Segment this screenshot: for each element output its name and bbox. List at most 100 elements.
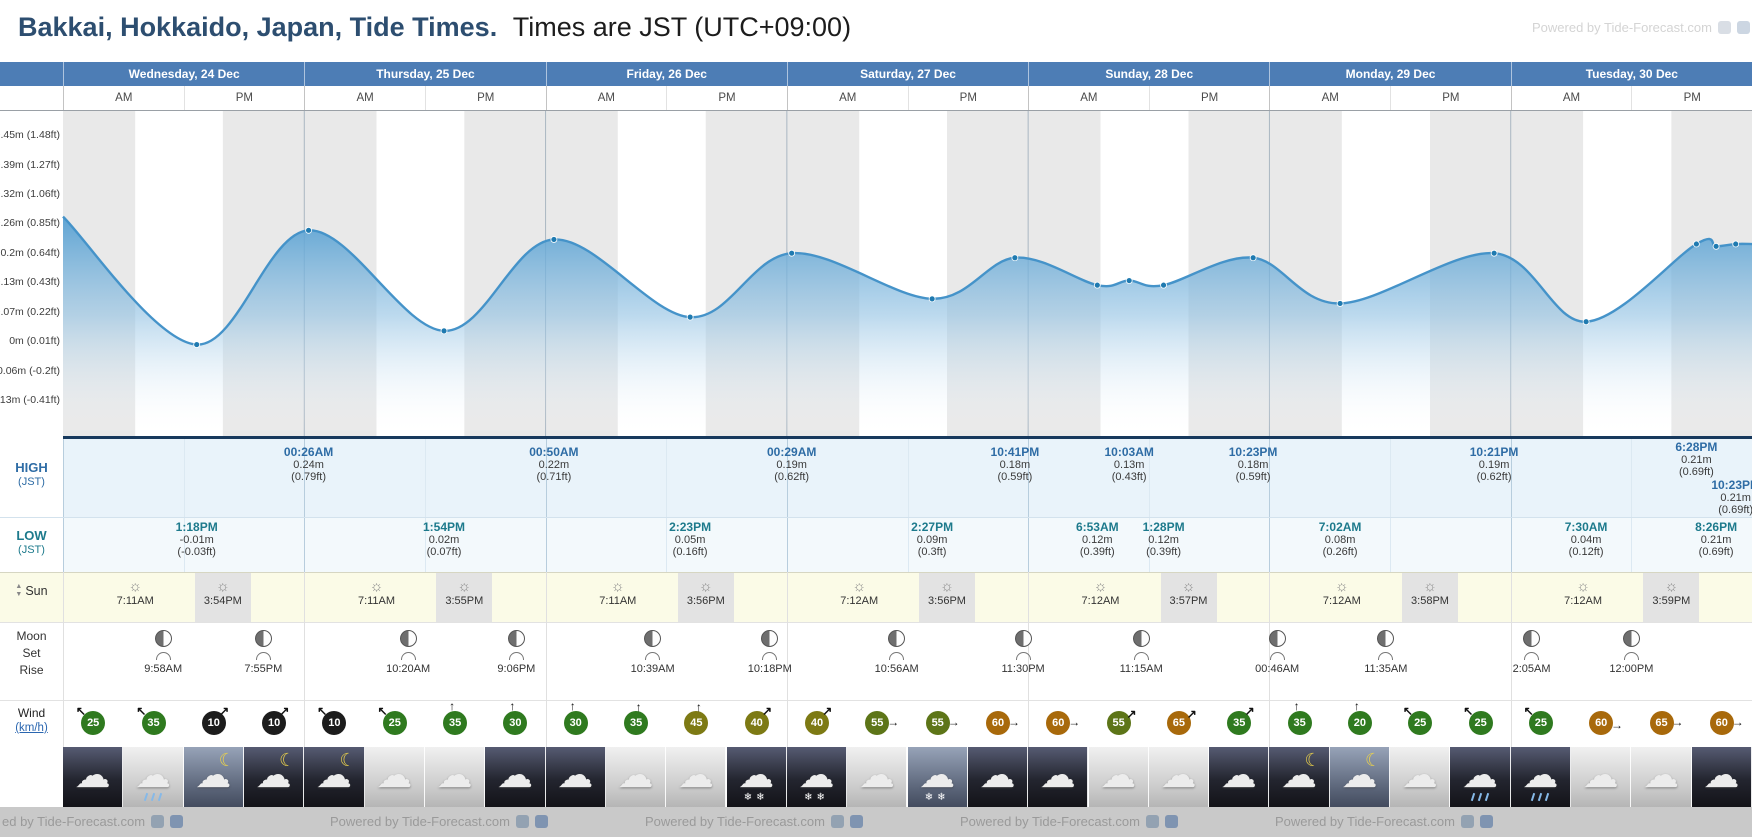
rain-drops-icon xyxy=(143,792,163,802)
ampm-row: AM PM AM PM AM PM AM PM AM PM AM PM AM PM xyxy=(0,86,1752,111)
cloud-icon: ☁ xyxy=(1341,753,1378,795)
cloud-icon: ☁ xyxy=(1582,753,1619,795)
cloud-icon: ☁ xyxy=(979,753,1016,795)
powered-by-footer: Powered by Tide-Forecast.com xyxy=(1275,814,1493,829)
weather-cell-moon-cloud: ☾ ☁ xyxy=(1329,747,1391,807)
cloud-icon: ☁ xyxy=(919,753,956,795)
day-header-6: Monday, 29 Dec xyxy=(1269,62,1510,86)
halfday-label-pm: PM xyxy=(1390,86,1511,110)
cloud-icon: ☁ xyxy=(74,753,111,795)
halfday-label-pm: PM xyxy=(907,86,1029,110)
sun-row-label: ▲ ▼ Sun xyxy=(0,583,63,599)
rain-drop xyxy=(1538,792,1543,802)
rain-drop xyxy=(143,792,149,802)
rain-drop xyxy=(157,792,163,802)
cloud-icon: ☁ xyxy=(1220,753,1257,795)
badge-icon xyxy=(170,815,184,828)
low-label-tz: (JST) xyxy=(18,544,45,556)
y-axis-label: -0.06m (-0.2ft) xyxy=(0,364,60,377)
cloud-icon: ☁ xyxy=(195,753,232,795)
cloud-icon: ☁ xyxy=(376,753,413,795)
cloud-icon: ☁ xyxy=(858,753,895,795)
halfday-label-am: AM xyxy=(1510,86,1632,110)
badge-icon xyxy=(1164,815,1178,828)
footer: ed by Tide-Forecast.com Powered by Tide-F… xyxy=(0,807,1752,837)
cloud-icon: ☁ xyxy=(1462,753,1499,795)
cloud-icon: ☁ xyxy=(1643,753,1680,795)
cloud-icon: ☁ xyxy=(1281,753,1318,795)
moon-row xyxy=(0,622,1752,700)
cloud-icon: ☁ xyxy=(134,753,171,795)
weather-cell-cloud: ☁ xyxy=(63,747,124,807)
cloud-icon: ☁ xyxy=(1703,753,1740,795)
weather-cell-cloud: ☁ xyxy=(666,747,727,807)
halfday-label-am: AM xyxy=(786,86,908,110)
powered-by-text: Powered by Tide-Forecast.com xyxy=(1532,20,1712,35)
page-title-location: Bakkai, Hokkaido, Japan, Tide Times. xyxy=(18,12,498,42)
weather-cell-cloud: ☁ xyxy=(847,747,908,807)
moonset-label-text: Set xyxy=(22,646,41,660)
weather-cell-cloud: ☁ xyxy=(1691,747,1752,807)
cloud-icon: ☁ xyxy=(1100,753,1137,795)
badge-icon xyxy=(1736,21,1750,34)
high-label-text: HIGH xyxy=(15,460,48,475)
snowflakes-icon: ❄❄ xyxy=(804,792,829,803)
badge-icon xyxy=(1479,815,1493,828)
powered-by-footer: Powered by Tide-Forecast.com xyxy=(645,814,863,829)
y-axis-label: 0.13m (0.43ft) xyxy=(0,276,60,289)
y-axis-label: 0.32m (1.06ft) xyxy=(0,187,60,200)
moonrise-label-text: Rise xyxy=(19,663,44,677)
moon-icon: ☾ xyxy=(1364,750,1382,770)
weather-cell-snow: ☁ ❄❄ xyxy=(786,747,848,807)
sun-row xyxy=(0,572,1752,622)
cloud-icon: ☁ xyxy=(798,753,835,795)
moon-icon: ☾ xyxy=(339,750,356,770)
rain-drop xyxy=(1545,792,1550,802)
low-label-text: LOW xyxy=(16,528,47,543)
y-axis-label: 0.26m (0.85ft) xyxy=(0,217,60,230)
y-axis-label: 0.07m (0.22ft) xyxy=(0,305,60,318)
halfday-label-am: AM xyxy=(1028,86,1149,110)
page-title: Bakkai, Hokkaido, Japan, Tide Times. Tim… xyxy=(18,12,851,43)
y-axis-label: 0.2m (0.64ft) xyxy=(0,246,60,259)
low-tide-band xyxy=(63,517,1752,572)
cloud-icon: ☁ xyxy=(617,753,654,795)
day-header-2: Thursday, 25 Dec xyxy=(304,62,545,86)
snowflakes-icon: ❄❄ xyxy=(743,792,769,803)
badge-icon xyxy=(1717,21,1731,34)
sun-label-text: Sun xyxy=(25,584,48,598)
halfday-label-pm: PM xyxy=(424,86,546,110)
cloud-icon: ☁ xyxy=(738,753,775,795)
powered-by-text: Powered by Tide-Forecast.com xyxy=(645,814,825,829)
rain-drop xyxy=(1484,792,1490,802)
halfday-label-pm: PM xyxy=(183,86,305,110)
cloud-icon: ☁ xyxy=(436,753,473,795)
high-label-tz: (JST) xyxy=(18,476,45,488)
halfday-label-am: AM xyxy=(63,86,184,110)
weather-cell-cloud: ☁ xyxy=(545,747,606,807)
weather-cell-cloud: ☁ xyxy=(485,747,546,807)
low-tide-label: LOW (JST) xyxy=(0,528,63,558)
weather-cell-cloud: ☁ xyxy=(967,747,1029,807)
weather-cell-cloud: ☁ xyxy=(1088,747,1149,807)
y-axis-label: 0.45m (1.48ft) xyxy=(0,129,60,141)
weather-cell-cloud: ☁ xyxy=(1571,747,1632,807)
halfday-label-am: AM xyxy=(1269,86,1390,110)
powered-by-text: Powered by Tide-Forecast.com xyxy=(1275,814,1455,829)
rain-drop xyxy=(1470,792,1476,802)
moon-icon: ☾ xyxy=(1304,750,1321,770)
weather-cell-moon-cloud: ☾ ☁ xyxy=(244,747,305,807)
powered-by-footer: Powered by Tide-Forecast.com xyxy=(960,814,1178,829)
cloud-icon: ☁ xyxy=(315,753,352,795)
weather-cell-cloud: ☁ xyxy=(1028,747,1089,807)
cloud-icon: ☁ xyxy=(1401,753,1438,795)
powered-by-text: ed by Tide-Forecast.com xyxy=(2,814,146,829)
day-header-4: Saturday, 27 Dec xyxy=(786,62,1028,86)
cloud-icon: ☁ xyxy=(677,753,714,795)
wind-row xyxy=(0,700,1752,747)
snowflakes-icon: ❄❄ xyxy=(924,792,950,803)
powered-by-text: Powered by Tide-Forecast.com xyxy=(330,814,510,829)
wind-unit-link[interactable]: (km/h) xyxy=(15,722,48,734)
wind-row-label: Wind (km/h) xyxy=(0,706,63,736)
